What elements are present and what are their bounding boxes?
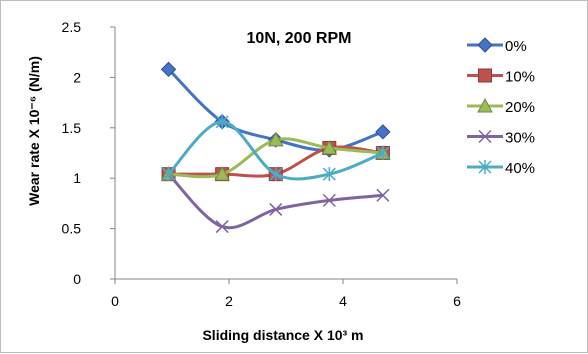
legend-marker <box>477 97 493 113</box>
legend-label: 20% <box>505 99 535 116</box>
legend-label: 10% <box>505 69 535 86</box>
legend-marker <box>478 129 492 144</box>
y-tick-label: 2 <box>73 69 81 85</box>
data-point <box>162 167 176 182</box>
legend-item: 30% <box>467 130 535 147</box>
data-point <box>376 188 390 202</box>
y-tick-label: 1 <box>73 170 81 186</box>
legend-label: 0% <box>505 38 527 55</box>
data-point <box>269 202 283 216</box>
data-point <box>215 114 229 129</box>
data-point <box>322 193 336 207</box>
x-axis-label: Sliding distance X 10³ m <box>202 327 363 343</box>
data-point <box>376 146 390 160</box>
y-tick-label: 0.5 <box>62 221 82 237</box>
legend-item: 40% <box>467 160 535 177</box>
data-point <box>375 124 391 140</box>
legend-marker <box>477 37 493 53</box>
data-point <box>269 167 283 182</box>
legend-item: 10% <box>467 68 535 86</box>
data-point <box>214 166 230 181</box>
legend-marker <box>478 68 492 83</box>
legend-label: 40% <box>505 160 535 177</box>
y-tick-label: 0 <box>73 271 81 287</box>
series-4 <box>162 114 390 182</box>
legend-marker <box>478 160 492 174</box>
data-point <box>267 131 284 147</box>
data-point <box>321 139 338 155</box>
y-axis-label: Wear rate X 10⁻⁶ (N/m) <box>26 56 42 206</box>
legend-item: 0% <box>467 37 527 55</box>
chart-title: 10N, 200 RPM <box>247 30 352 47</box>
series-line <box>167 173 384 230</box>
data-point <box>160 61 177 78</box>
x-tick-label: 2 <box>225 293 233 309</box>
legend-label: 30% <box>505 130 535 147</box>
x-tick-label: 6 <box>453 293 461 309</box>
data-point <box>215 220 229 234</box>
y-tick-label: 2.5 <box>62 19 82 35</box>
series-line <box>167 120 384 181</box>
x-tick-label: 0 <box>111 293 119 309</box>
legend-item: 20% <box>467 97 535 116</box>
x-tick-label: 4 <box>339 293 347 309</box>
y-tick-label: 1.5 <box>62 120 82 136</box>
data-point <box>322 167 336 182</box>
